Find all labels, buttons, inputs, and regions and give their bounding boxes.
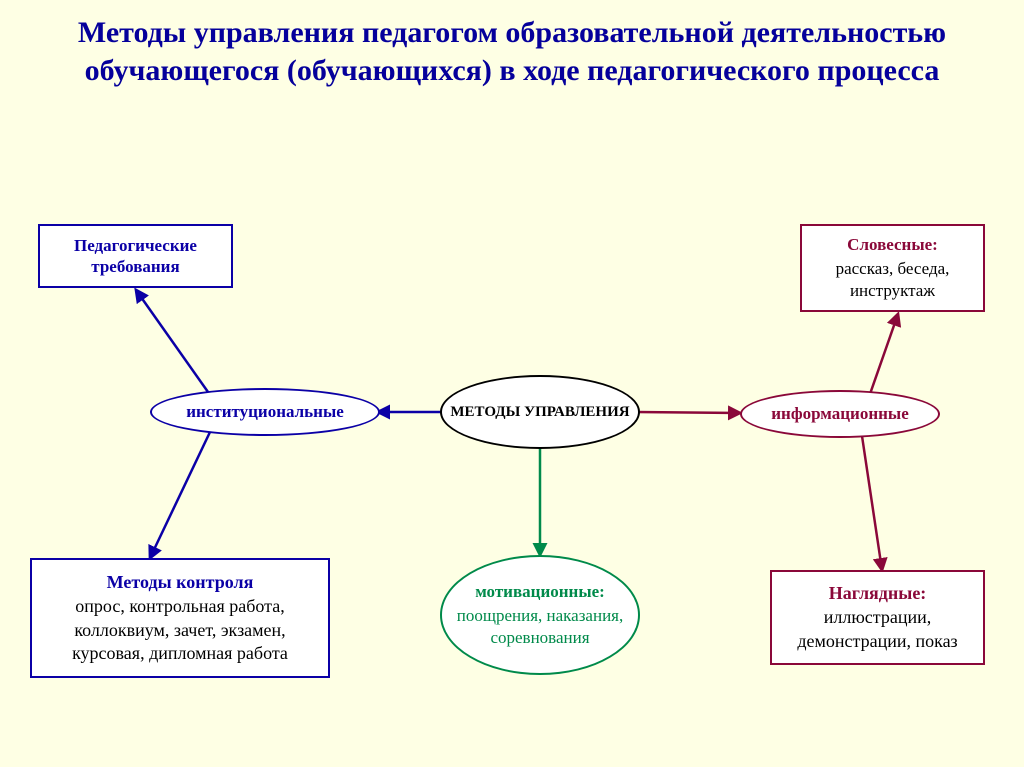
node-ped_req: Педагогические требования [38, 224, 233, 288]
node-motivational-body: поощрения, наказания, соревнования [450, 605, 630, 649]
node-visual-head: Наглядные: [829, 582, 927, 605]
node-center-head: МЕТОДЫ УПРАВЛЕНИЯ [450, 403, 629, 422]
node-verbal-head: Словесные: [847, 234, 938, 255]
node-control-body: опрос, контрольная работа, коллоквиум, з… [40, 595, 320, 665]
edge-informational-to-visual [862, 436, 882, 570]
page-title: Методы управления педагогом образователь… [0, 14, 1024, 89]
node-verbal: Словесные: рассказ, беседа, инструктаж [800, 224, 985, 312]
edge-informational-to-verbal [870, 314, 898, 394]
edge-institutional-to-ped_req [136, 290, 208, 392]
node-visual: Наглядные:иллюстрации, демонстрации, пок… [770, 570, 985, 665]
node-verbal-body: рассказ, беседа, инструктаж [810, 258, 975, 302]
node-motivational: мотивационные: поощрения, наказания, соре… [440, 555, 640, 675]
node-center: МЕТОДЫ УПРАВЛЕНИЯ [440, 375, 640, 449]
node-visual-body: иллюстрации, демонстрации, показ [780, 606, 975, 653]
node-ped_req-head: Педагогические требования [48, 235, 223, 278]
node-informational-head: информационные [771, 403, 909, 424]
node-control-head: Методы контроля [107, 571, 254, 594]
diagram-canvas: Методы управления педагогом образователь… [0, 0, 1024, 767]
node-institutional: институциональные [150, 388, 380, 436]
node-motivational-head: мотивационные: [475, 581, 605, 602]
edge-center-to-informational [636, 412, 740, 413]
edge-institutional-to-control [150, 432, 210, 558]
node-control: Методы контроляопрос, контрольная работа… [30, 558, 330, 678]
node-institutional-head: институциональные [186, 401, 344, 422]
node-informational: информационные [740, 390, 940, 438]
